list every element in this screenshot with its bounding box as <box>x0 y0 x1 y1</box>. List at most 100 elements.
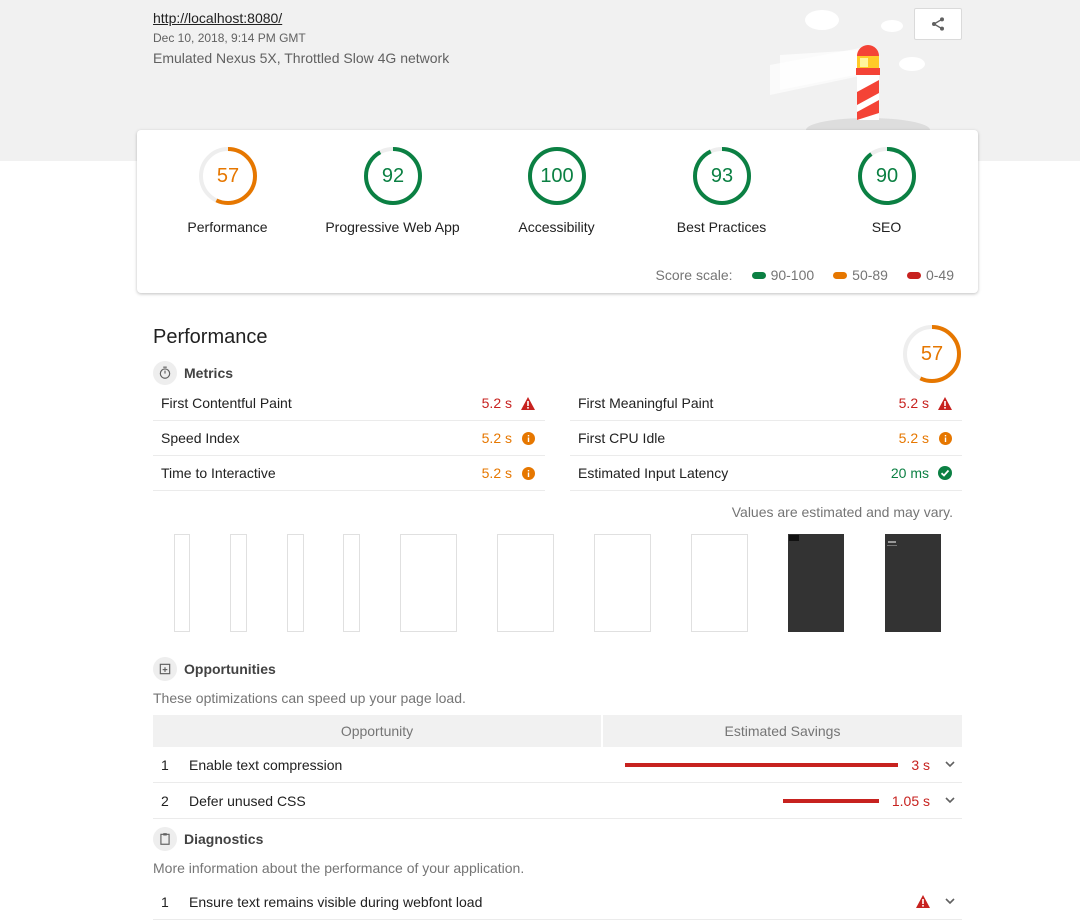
fail-pill-icon <box>906 271 921 279</box>
opportunities-header: Opportunities <box>153 657 276 681</box>
diagnostic-index: 1 <box>161 893 169 910</box>
range-label: 90-100 <box>770 267 815 283</box>
opportunity-title: Enable text compression <box>189 756 343 773</box>
score-scale: Score scale: 90-100 50-89 0-49 <box>656 267 954 283</box>
category-gauge-best-practices[interactable]: 93 Best Practices <box>639 146 804 235</box>
performance-score-gauge[interactable]: 57 <box>902 324 962 389</box>
metric-row: First CPU Idle 5.2 s <box>570 421 962 456</box>
metric-value: 5.2 s <box>898 430 929 446</box>
opportunity-row[interactable]: 2 Defer unused CSS 1.05 s <box>153 783 962 819</box>
range-label: 0-49 <box>925 267 954 283</box>
savings-bar <box>625 762 899 767</box>
filmstrip-frame <box>230 534 247 632</box>
info-circle-icon <box>937 431 953 445</box>
filmstrip-frame <box>174 534 190 632</box>
check-circle-icon <box>937 466 953 480</box>
metric-value: 5.2 s <box>481 465 512 481</box>
metric-name: First CPU Idle <box>578 430 666 446</box>
chevron-down-icon[interactable] <box>940 761 960 768</box>
filmstrip-frame <box>497 534 554 632</box>
diagnostics-title: Diagnostics <box>184 831 264 847</box>
metrics-header: Metrics <box>153 361 233 385</box>
savings-value: 1.05 s <box>891 792 930 809</box>
range-label: 50-89 <box>852 267 888 283</box>
diagnostic-row[interactable]: 1 Ensure text remains visible during webf… <box>153 884 962 920</box>
score-scale-range-poor: 0-49 <box>906 267 954 283</box>
warning-triangle-icon <box>916 895 930 908</box>
performance-score-value: 57 <box>921 343 943 365</box>
average-pill-icon <box>833 271 848 279</box>
score-scale-range-good: 90-100 <box>751 267 815 283</box>
estimated-note: Values are estimated and may vary. <box>731 504 953 520</box>
score-scale-range-average: 50-89 <box>833 267 888 283</box>
category-score: 92 <box>381 165 403 187</box>
filmstrip-frame <box>343 534 360 632</box>
metric-name: First Meaningful Paint <box>578 395 714 411</box>
share-button[interactable] <box>914 8 962 40</box>
filmstrip-frame <box>885 534 941 632</box>
category-label: Progressive Web App <box>325 219 460 235</box>
metric-name: Estimated Input Latency <box>578 465 729 481</box>
diagnostic-title: Ensure text remains visible during webfo… <box>189 893 483 910</box>
category-score: 100 <box>540 165 573 187</box>
metric-value: 5.2 s <box>481 395 512 411</box>
savings-value: 3 s <box>911 756 930 773</box>
metric-row: Estimated Input Latency 20 ms <box>570 456 962 491</box>
metric-name: First Contentful Paint <box>161 395 292 411</box>
opportunity-column-header: Opportunity <box>153 715 601 747</box>
diagnostics-description: More information about the performance o… <box>153 860 525 876</box>
clipboard-icon <box>153 827 177 851</box>
category-score: 57 <box>216 165 238 187</box>
metric-row: First Meaningful Paint 5.2 s <box>570 386 962 421</box>
report-date: Dec 10, 2018, 9:14 PM GMT <box>153 31 306 45</box>
filmstrip-frame <box>400 534 457 632</box>
warning-triangle-icon <box>520 396 536 410</box>
metric-name: Speed Index <box>161 430 240 446</box>
metric-value: 20 ms <box>890 465 929 481</box>
filmstrip-frame <box>788 534 844 632</box>
metric-row: Time to Interactive 5.2 s <box>153 456 545 491</box>
savings-column-header: Estimated Savings <box>603 715 962 747</box>
opportunity-index: 1 <box>161 756 169 773</box>
opportunities-title: Opportunities <box>184 661 276 677</box>
pass-pill-icon <box>751 271 766 279</box>
info-circle-icon <box>520 466 536 480</box>
metrics-title: Metrics <box>184 365 234 381</box>
info-circle-icon <box>520 431 536 445</box>
category-label: Best Practices <box>676 219 767 235</box>
category-label: Performance <box>187 219 268 235</box>
opportunity-index: 2 <box>161 792 169 809</box>
metric-name: Time to Interactive <box>161 465 276 481</box>
metric-row: First Contentful Paint 5.2 s <box>153 386 545 421</box>
category-label: Accessibility <box>518 219 595 235</box>
warning-triangle-icon <box>937 396 953 410</box>
category-gauge-performance[interactable]: 57 Performance <box>145 146 310 235</box>
opportunity-row[interactable]: 1 Enable text compression 3 s <box>153 747 962 783</box>
opportunity-icon <box>153 657 177 681</box>
opportunities-description: These optimizations can speed up your pa… <box>153 690 466 706</box>
environment-info: Emulated Nexus 5X, Throttled Slow 4G net… <box>153 50 450 66</box>
score-scale-label: Score scale: <box>655 267 733 283</box>
category-gauge-accessibility[interactable]: 100 Accessibility <box>474 146 639 235</box>
chevron-down-icon[interactable] <box>940 797 960 804</box>
filmstrip-frame <box>594 534 651 632</box>
category-scores-card: 57 Performance 92 Progressive Web App 100 Acc… <box>137 130 978 293</box>
category-gauge-seo[interactable]: 90 SEO <box>804 146 969 235</box>
metric-value: 5.2 s <box>481 430 512 446</box>
category-gauge-progressive-web-app[interactable]: 92 Progressive Web App <box>310 146 475 235</box>
savings-bar <box>782 798 879 803</box>
stopwatch-icon <box>153 361 177 385</box>
category-label: SEO <box>871 219 902 235</box>
diagnostics-header: Diagnostics <box>153 827 263 851</box>
category-score: 90 <box>875 165 897 187</box>
page-url-link[interactable]: http://localhost:8080/ <box>153 10 283 26</box>
metric-row: Speed Index 5.2 s <box>153 421 545 456</box>
opportunity-title: Defer unused CSS <box>189 792 306 809</box>
metric-value: 5.2 s <box>898 395 929 411</box>
filmstrip-frame <box>691 534 748 632</box>
filmstrip-frame <box>287 534 304 632</box>
chevron-down-icon[interactable] <box>940 898 960 905</box>
performance-title: Performance <box>153 326 268 348</box>
share-icon <box>932 17 944 31</box>
category-score: 93 <box>710 165 732 187</box>
